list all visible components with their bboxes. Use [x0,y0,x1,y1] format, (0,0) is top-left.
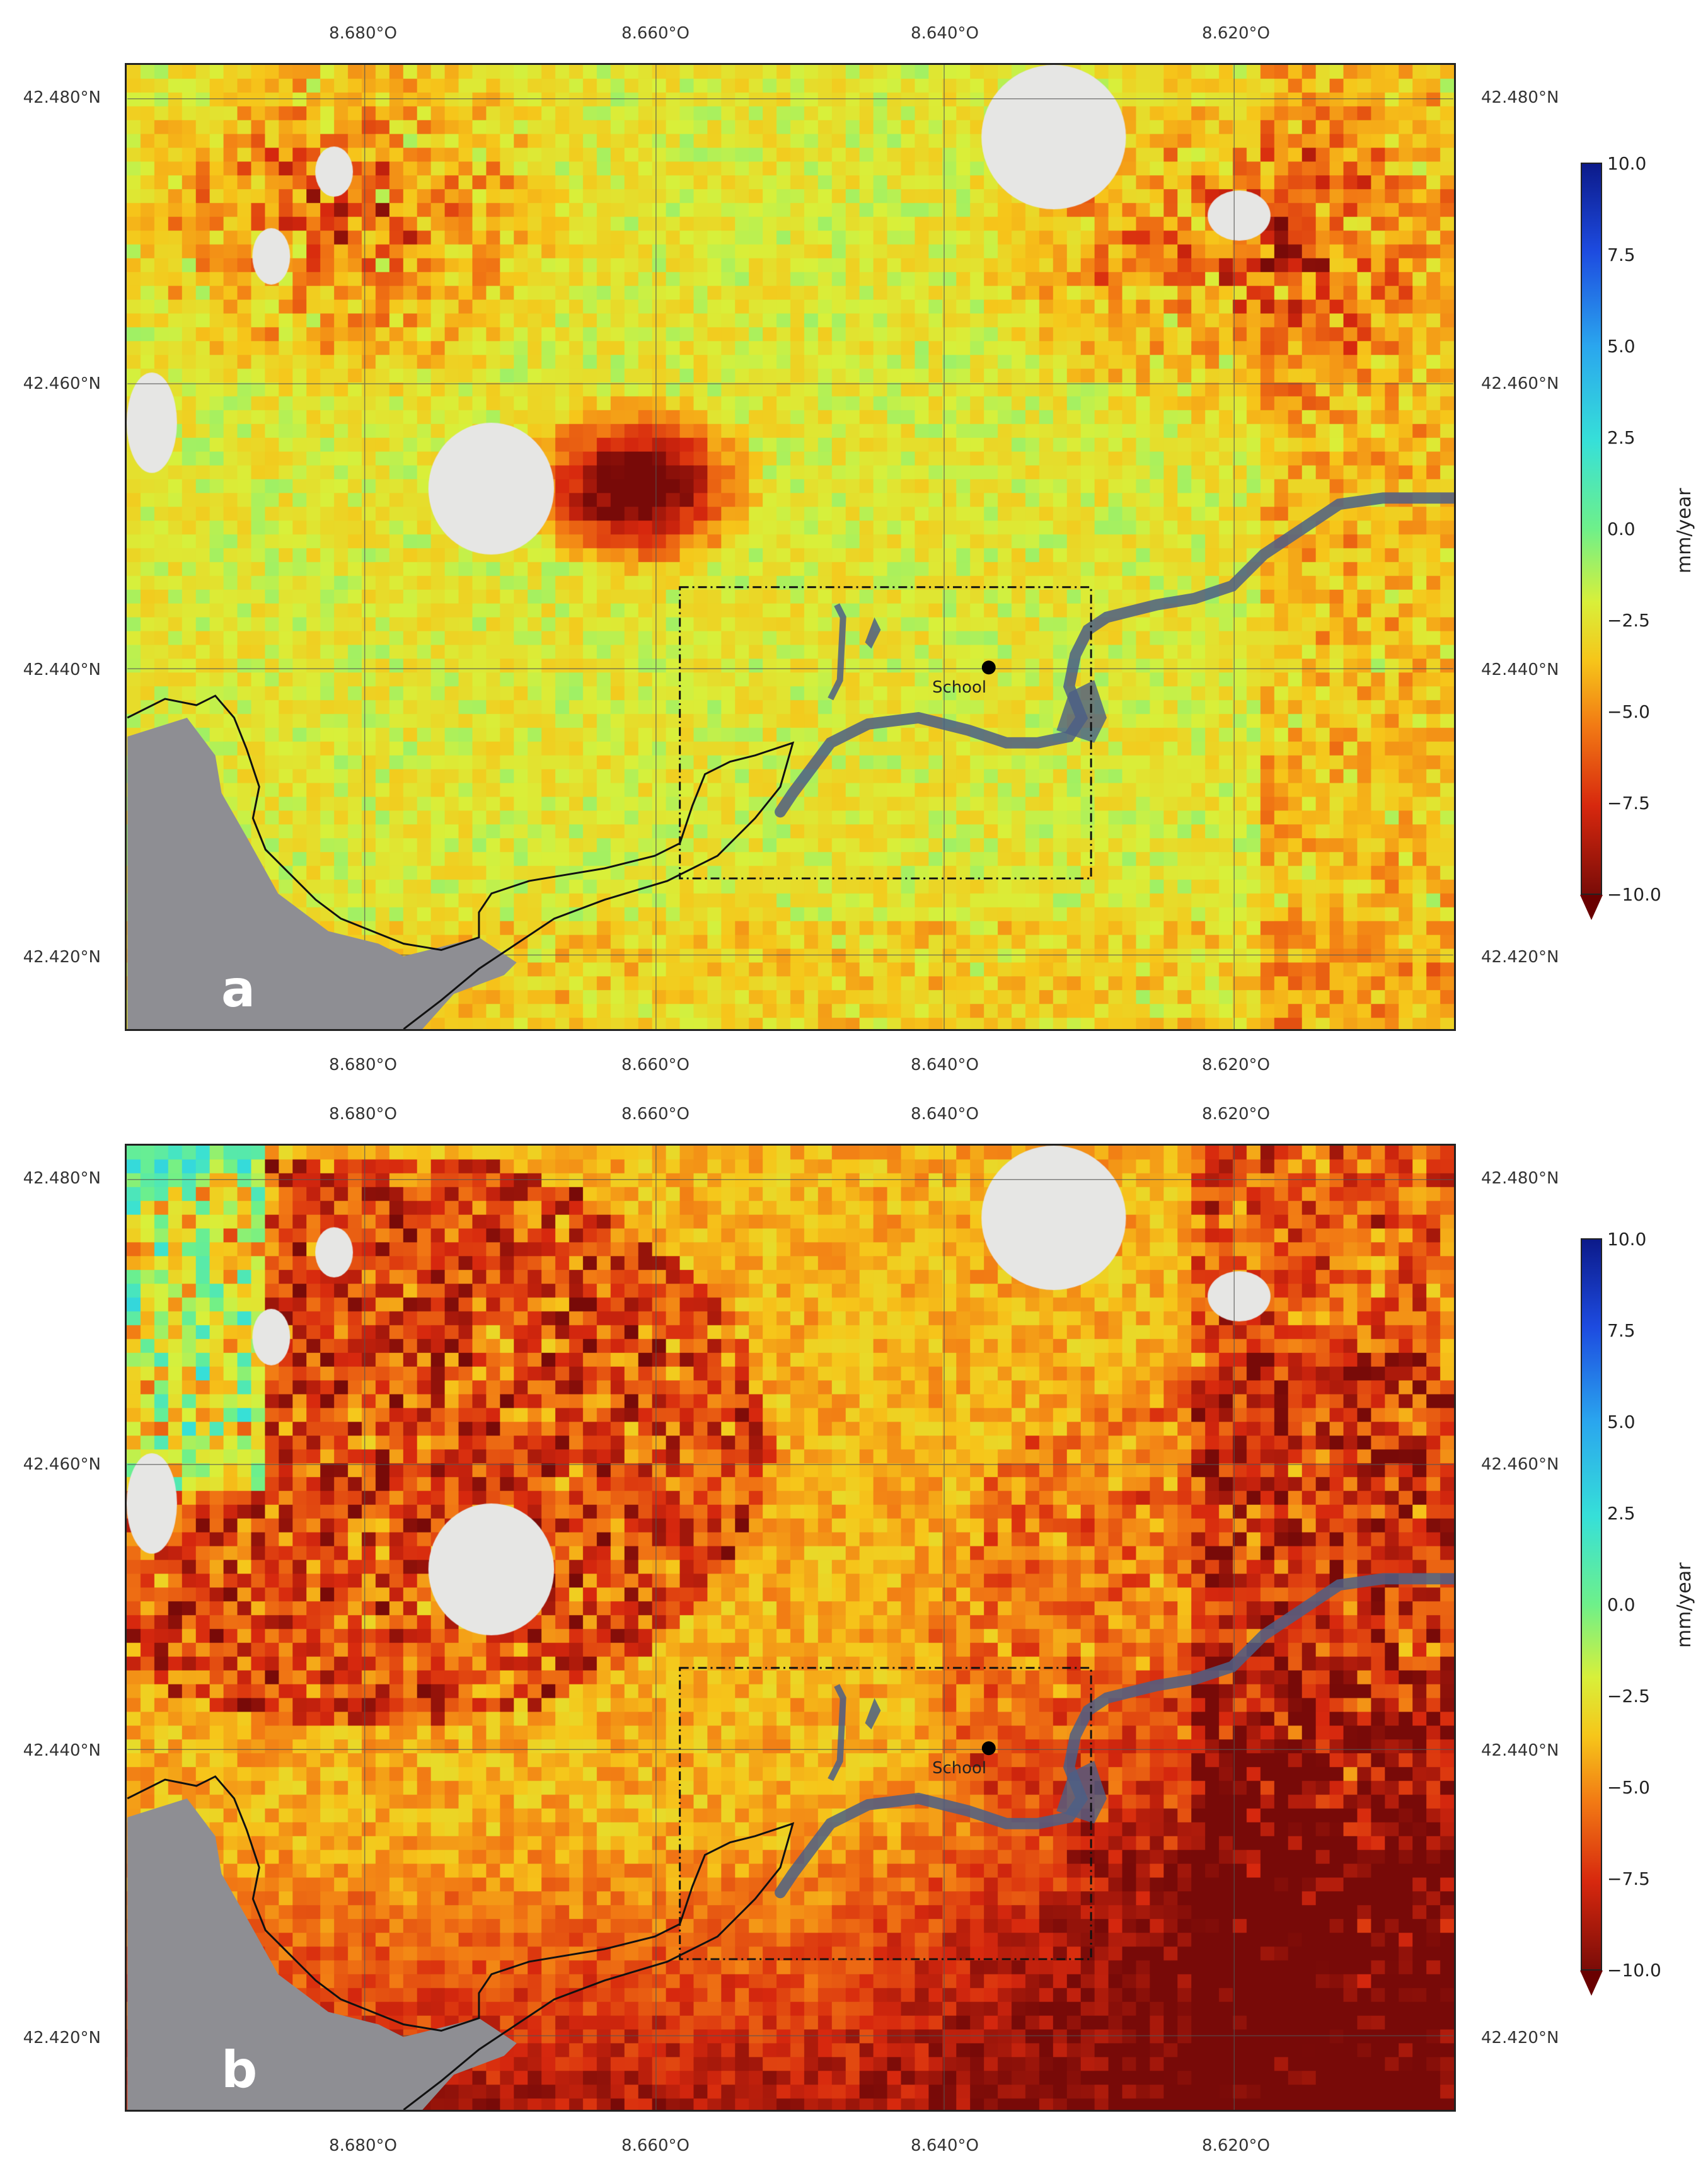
colorbar-gradient-a [1581,163,1602,895]
tick-top-8680: 8.680°O [329,24,397,43]
velocity-raster-b [127,1146,1454,2110]
colorbar-unit-a: mm/year [1673,488,1695,573]
cb-tick-b-8: −10.0 [1607,1960,1661,1981]
tick-bottom-8680: 8.680°O [329,2136,397,2155]
school-label: School [932,1759,986,1778]
cb-tick-a-2: 5.0 [1607,336,1636,357]
cb-tick-a-6: −5.0 [1607,701,1650,722]
river-meander [1056,1761,1107,1824]
tick-left-42460: 42.460°N [23,1455,101,1474]
cb-tick-b-7: −7.5 [1607,1868,1650,1889]
canal [828,1684,846,1781]
tick-right-42420: 42.420°N [1481,948,1559,967]
velocity-raster-a [127,65,1454,1029]
tick-left-42460: 42.460°N [23,374,101,393]
tick-right-42480: 42.480°N [1481,88,1559,107]
panel-letter-b: b [221,2040,258,2099]
velocity-map-b: School b [125,1144,1456,2112]
cb-tick-b-6: −5.0 [1607,1777,1650,1798]
school-marker [981,660,996,675]
cb-tick-b-5: −2.5 [1607,1686,1650,1706]
cb-tick-a-7: −7.5 [1607,793,1650,814]
tick-right-42420: 42.420°N [1481,2029,1559,2047]
cb-tick-a-5: −2.5 [1607,610,1650,631]
tick-bottom-8660: 8.660°O [621,2136,690,2155]
tick-bottom-8660: 8.660°O [621,1056,690,1074]
tick-right-42440: 42.440°N [1481,660,1559,679]
tick-left-42420: 42.420°N [23,948,101,967]
cb-tick-b-0: 10.0 [1607,1229,1647,1250]
coastline [127,694,795,1029]
tick-top-8660: 8.660°O [621,1105,690,1124]
tick-right-42440: 42.440°N [1481,1741,1559,1760]
tick-left-42440: 42.440°N [23,660,101,679]
tick-bottom-8620: 8.620°O [1202,2136,1270,2155]
tick-left-42440: 42.440°N [23,1741,101,1760]
colorbar-tip-b [1580,1971,1603,1996]
pond [865,617,881,649]
school-marker [981,1741,996,1756]
tick-right-42460: 42.460°N [1481,374,1559,393]
tick-top-8620: 8.620°O [1202,1105,1270,1124]
aoi-box [679,1667,1092,1960]
river [775,492,1454,818]
tick-bottom-8640: 8.640°O [911,1056,979,1074]
school-label: School [932,678,986,697]
tick-left-42480: 42.480°N [23,1169,101,1188]
pond [865,1698,881,1730]
sea-area [127,717,517,1029]
tick-bottom-8620: 8.620°O [1202,1056,1270,1074]
map-overlay-a: School [127,65,1454,1029]
map-panel-a: School a 8.680°O 8.660°O 8.640°O 8.620°O… [0,0,1708,1084]
velocity-map-a: School a [125,63,1456,1031]
tick-top-8640: 8.640°O [911,24,979,43]
colorbar-gradient-b [1581,1238,1602,1971]
tick-right-42460: 42.460°N [1481,1455,1559,1474]
tick-top-8640: 8.640°O [911,1105,979,1124]
cb-tick-a-0: 10.0 [1607,153,1647,174]
tick-bottom-8680: 8.680°O [329,1056,397,1074]
cb-tick-a-1: 7.5 [1607,245,1636,265]
cb-tick-b-1: 7.5 [1607,1320,1636,1341]
river-meander [1056,680,1107,743]
cb-tick-a-8: −10.0 [1607,884,1661,905]
tick-left-42480: 42.480°N [23,88,101,107]
cb-tick-a-4: 0.0 [1607,519,1636,539]
colorbar-tip-a [1580,895,1603,920]
coastline [127,1775,795,2110]
cb-tick-a-3: 2.5 [1607,427,1636,448]
aoi-box [679,586,1092,880]
river [775,1573,1454,1899]
cb-tick-b-3: 2.5 [1607,1503,1636,1524]
sea-area [127,1798,517,2110]
tick-top-8620: 8.620°O [1202,24,1270,43]
cb-tick-b-4: 0.0 [1607,1594,1636,1615]
cb-tick-b-2: 5.0 [1607,1412,1636,1432]
tick-top-8660: 8.660°O [621,24,690,43]
tick-bottom-8640: 8.640°O [911,2136,979,2155]
panel-letter-a: a [221,960,255,1018]
map-panel-b: School b 8.680°O 8.660°O 8.640°O 8.620°O… [0,1081,1708,2165]
colorbar-unit-b: mm/year [1673,1562,1695,1648]
tick-right-42480: 42.480°N [1481,1169,1559,1188]
map-overlay-b: School [127,1146,1454,2110]
tick-top-8680: 8.680°O [329,1105,397,1124]
canal [828,603,846,701]
tick-left-42420: 42.420°N [23,2029,101,2047]
